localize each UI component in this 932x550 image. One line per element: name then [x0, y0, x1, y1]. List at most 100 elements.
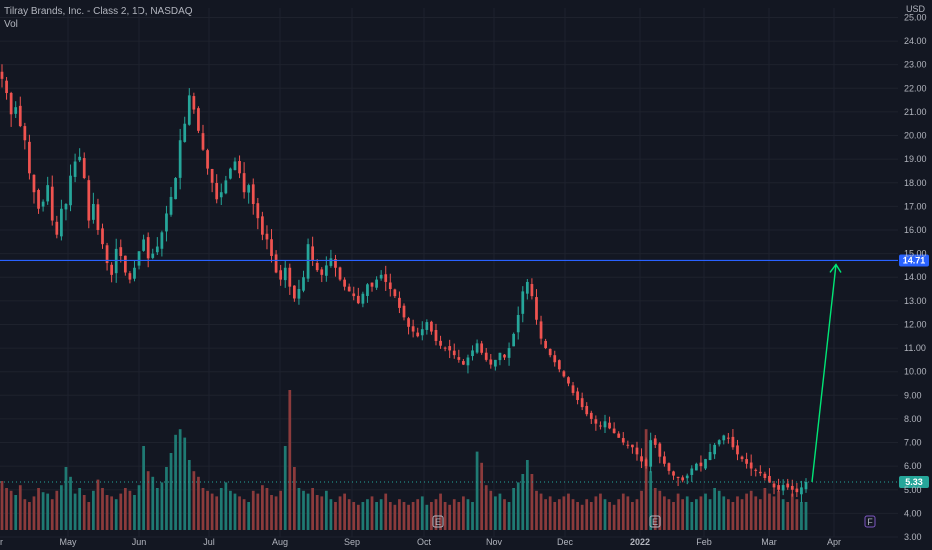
volume-bar [457, 502, 461, 530]
volume-bar [105, 495, 109, 530]
candle-body [621, 438, 625, 443]
candle-body [28, 141, 31, 174]
volume-bar [571, 499, 575, 530]
volume-bar [201, 488, 205, 530]
candle-body [215, 182, 219, 200]
candle-body [178, 140, 182, 178]
candle-body [292, 285, 296, 299]
candle-body [78, 156, 82, 161]
volume-bar [169, 453, 173, 530]
volume-bar [658, 490, 662, 530]
volume-bar [580, 504, 584, 530]
volume-bar [612, 504, 616, 530]
time-axis[interactable]: r May Jun Jul Aug Sep Oct Nov Dec 2022 Feb Mar Apr [0, 537, 841, 547]
candle-body [64, 204, 68, 210]
volume-bar [722, 496, 726, 530]
volume-bar [594, 496, 598, 530]
volume-bar [726, 499, 730, 530]
y-tick-label: 23.00 [904, 60, 927, 70]
x-tick-label: 2022 [630, 537, 650, 547]
volume-bar [292, 467, 296, 530]
candle-body [498, 352, 502, 361]
candle-body [553, 355, 557, 363]
volume-bar [160, 482, 164, 530]
candle-body [535, 297, 538, 320]
y-tick-label: 20.00 [904, 131, 927, 141]
candle-body [425, 322, 429, 330]
volume-bar [224, 482, 228, 530]
candle-body [754, 469, 758, 471]
candle-body [18, 105, 22, 127]
currency-label: USD [906, 4, 926, 14]
candle-body [334, 259, 337, 268]
candle-body [571, 385, 575, 393]
volume-bar [430, 502, 433, 530]
y-tick-label: 25.00 [904, 12, 927, 22]
volume-bar [649, 471, 653, 530]
volume-bar [663, 496, 666, 530]
candle-body [384, 274, 388, 282]
candle-body [603, 421, 607, 428]
y-tick-label: 7.00 [904, 438, 922, 448]
candle-body [439, 340, 442, 346]
volume-bar [311, 488, 315, 530]
volume-bar [215, 496, 219, 530]
volume-bar [567, 493, 570, 530]
candle-body [594, 419, 598, 424]
volume-bar [562, 496, 566, 530]
event-marker [432, 515, 444, 528]
overlays: 14.71 5.33 E E F [0, 254, 929, 528]
volume-bar [219, 488, 223, 530]
volume-bar [69, 476, 72, 530]
volume-bar [690, 502, 694, 530]
candle-body [690, 468, 694, 475]
volume-bar [681, 499, 685, 530]
candle-body [462, 361, 465, 365]
volume-bar [356, 504, 360, 530]
last-price-value: 5.33 [905, 477, 923, 487]
candle-body [265, 233, 269, 240]
candle-body [663, 456, 666, 464]
volume-bar [242, 499, 246, 530]
volume-bar [370, 496, 374, 530]
candle-body [375, 279, 378, 288]
volume-bar [653, 488, 657, 530]
candle-body [676, 476, 680, 478]
candle-body [763, 473, 767, 478]
volume-bar [338, 496, 342, 530]
volume-bar [758, 499, 762, 530]
y-tick-label: 16.00 [904, 225, 927, 235]
candle-body [320, 269, 324, 275]
volume-bar [777, 490, 780, 530]
volume-bar [274, 496, 278, 530]
volume-bar [544, 499, 547, 530]
price-axis[interactable]: 3.00 4.00 5.00 6.00 7.00 8.00 9.00 10.00 11.00 12… [904, 4, 927, 542]
volume-bar [790, 493, 794, 530]
candle-body [539, 321, 543, 339]
candle-body [247, 185, 251, 193]
candle-body [96, 204, 100, 230]
volume-bar [507, 502, 511, 530]
candle-body [82, 158, 86, 179]
candle-body [562, 371, 566, 377]
event-marker-label: E [435, 517, 441, 527]
candle-body [626, 444, 630, 446]
volume-bar [151, 476, 155, 530]
volume-bar [420, 496, 424, 530]
candle-body [507, 348, 511, 358]
y-tick-label: 4.00 [904, 508, 922, 518]
volume-bar [402, 502, 406, 530]
volume-bar [9, 490, 13, 530]
volume-bar [493, 496, 497, 530]
volume-bar [261, 485, 264, 530]
candle-body [50, 186, 54, 221]
volume-bar [133, 495, 136, 530]
volume-bar [525, 460, 529, 530]
candle-body [338, 267, 342, 280]
candle-body [242, 173, 246, 193]
volume-bar [174, 434, 177, 530]
y-tick-label: 12.00 [904, 319, 927, 329]
candle-body [210, 168, 214, 183]
arrow-line [811, 264, 837, 483]
